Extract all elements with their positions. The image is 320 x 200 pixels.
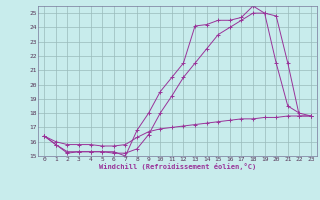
X-axis label: Windchill (Refroidissement éolien,°C): Windchill (Refroidissement éolien,°C) — [99, 163, 256, 170]
